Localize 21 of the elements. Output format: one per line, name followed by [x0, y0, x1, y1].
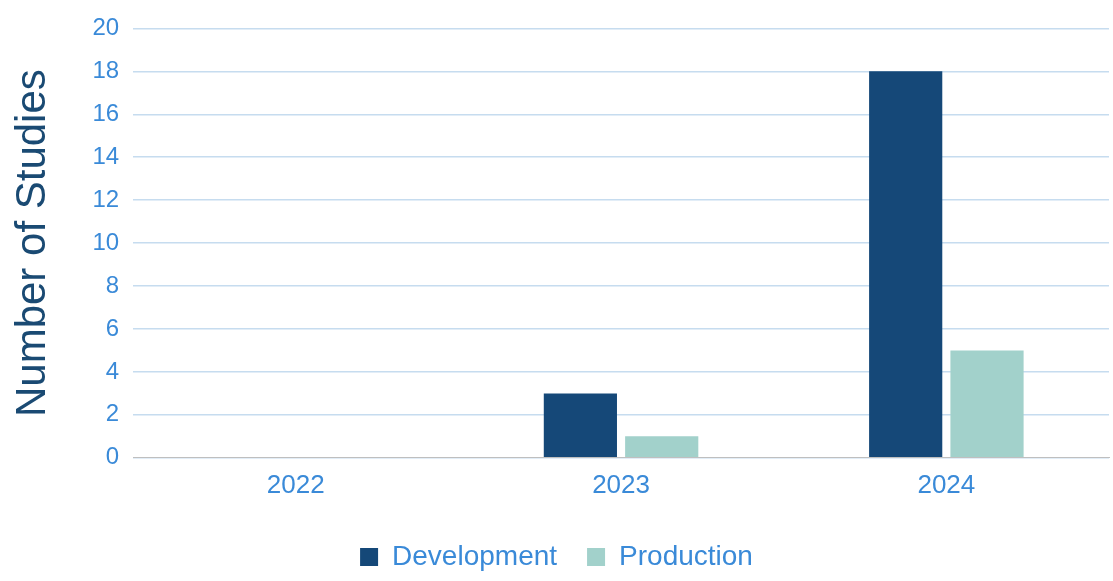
- bar: [543, 393, 617, 458]
- y-tick-label: 2: [105, 399, 120, 427]
- y-tick-label: 6: [105, 313, 120, 341]
- y-tick-label: 0: [105, 442, 120, 470]
- bar: [869, 71, 943, 458]
- bar: [950, 350, 1024, 458]
- y-tick-label: 8: [105, 270, 120, 298]
- y-tick-label: 4: [105, 356, 120, 384]
- legend-label: Production: [619, 539, 753, 571]
- bar: [625, 436, 699, 458]
- legend-label: Development: [392, 539, 558, 571]
- y-tick-label: 12: [92, 184, 120, 212]
- x-tick-label: 2023: [592, 468, 650, 499]
- y-axis-title: Number of Studies: [6, 69, 54, 418]
- x-tick-label: 2022: [266, 468, 325, 499]
- x-tick-label: 2024: [917, 468, 976, 499]
- y-tick-label: 14: [92, 141, 120, 169]
- y-tick-label: 20: [92, 13, 120, 41]
- y-tick-label: 16: [92, 98, 120, 126]
- y-tick-label: 18: [92, 55, 120, 83]
- y-tick-label: 10: [92, 227, 120, 255]
